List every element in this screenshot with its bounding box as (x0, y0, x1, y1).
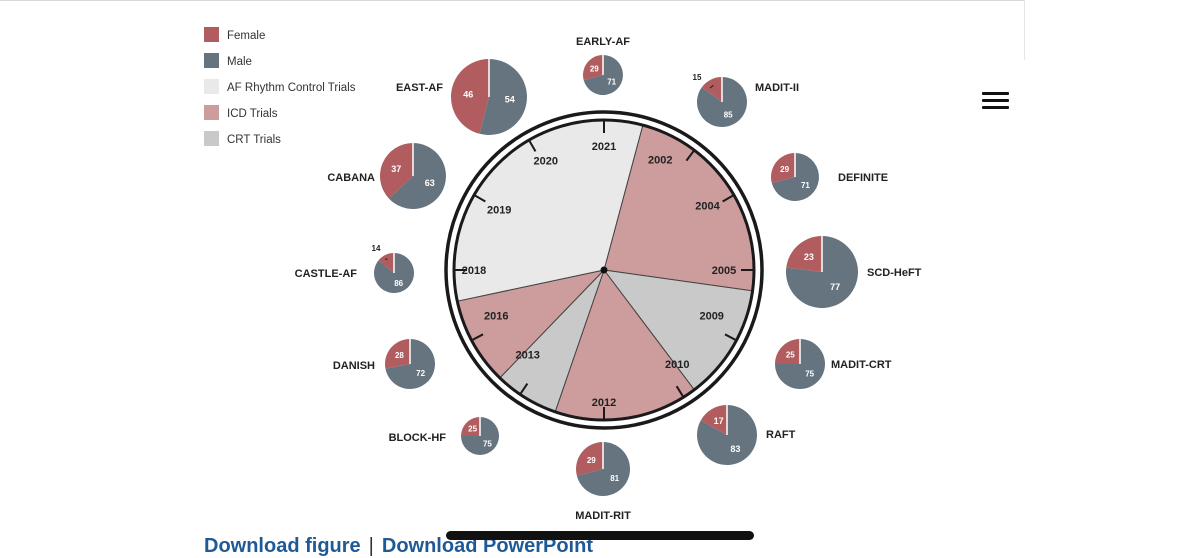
female-value-label: 29 (780, 165, 789, 174)
trial-pie: 85 15 MADIT-II (693, 73, 799, 127)
trial-pie: 81 29 MADIT-RIT (575, 442, 631, 522)
male-value-label: 75 (483, 439, 492, 448)
legend-label: Male (227, 56, 252, 68)
male-value-label: 71 (801, 181, 810, 190)
trial-pie: 71 29 EARLY-AF (576, 36, 630, 95)
trial-name-label: MADIT-II (755, 82, 799, 94)
trial-pie: 86 14 CASTLE-AF (295, 244, 414, 293)
year-label: 2012 (592, 397, 616, 409)
trial-pie: 63 37 CABANA (327, 143, 446, 209)
trial-name-label: MADIT-RIT (575, 510, 631, 522)
female-value-label: 37 (391, 164, 401, 174)
trial-name-label: EAST-AF (396, 82, 443, 94)
female-value-label: 29 (590, 64, 599, 73)
trial-name-label: BLOCK-HF (389, 432, 447, 444)
female-value-label: 25 (786, 350, 795, 359)
legend-swatch (204, 53, 219, 68)
male-value-label: 83 (730, 444, 740, 454)
male-value-label: 54 (505, 95, 515, 105)
male-value-label: 77 (830, 282, 840, 292)
male-value-label: 72 (416, 369, 425, 378)
trial-name-label: SCD-HeFT (867, 267, 922, 279)
female-value-label: 46 (463, 89, 473, 99)
male-value-label: 71 (607, 78, 616, 87)
trial-name-label: RAFT (766, 429, 796, 441)
male-value-label: 85 (724, 110, 733, 119)
legend-swatch (204, 131, 219, 146)
trial-name-label: CASTLE-AF (295, 268, 358, 280)
trial-pie: 77 23 SCD-HeFT (786, 236, 922, 308)
year-label: 2005 (712, 265, 736, 277)
year-label: 2018 (462, 265, 486, 277)
female-value-label: 29 (587, 456, 596, 465)
female-value-label: 25 (468, 425, 477, 434)
year-label: 2004 (695, 200, 720, 212)
trial-pie: 54 46 EAST-AF (396, 59, 527, 135)
female-value-label: 14 (372, 244, 381, 253)
year-label: 2013 (515, 350, 539, 362)
central-timeline: 2002 2004 2005 2009 2010 2012 2013 2016 2018 2019… (446, 112, 762, 428)
trial-name-label: DANISH (333, 360, 375, 372)
male-value-label: 86 (394, 279, 403, 288)
hamburger-menu-icon[interactable] (982, 90, 1010, 112)
legend-label: CRT Trials (227, 134, 281, 146)
trial-name-label: MADIT-CRT (831, 359, 892, 371)
trial-name-label: DEFINITE (838, 172, 888, 184)
legend: Female Male AF Rhythm Control Trials ICD Tr… (204, 27, 356, 146)
legend-swatch (204, 27, 219, 42)
trial-pie: 72 28 DANISH (333, 339, 435, 389)
legend-swatch (204, 79, 219, 94)
female-value-label: 28 (395, 351, 404, 360)
trial-name-label: EARLY-AF (576, 36, 630, 48)
trial-pie: 75 25 BLOCK-HF (389, 417, 499, 455)
year-label: 2010 (665, 359, 689, 371)
year-label: 2016 (484, 311, 508, 323)
legend-swatch (204, 105, 219, 120)
male-value-label: 75 (805, 370, 814, 379)
male-value-label: 81 (610, 474, 619, 483)
female-value-label: 15 (693, 73, 702, 82)
clock-center-dot (601, 267, 608, 274)
female-value-label: 17 (714, 416, 724, 426)
trial-pie: 71 29 DEFINITE (771, 153, 888, 201)
legend-label: AF Rhythm Control Trials (227, 82, 356, 94)
year-label: 2019 (487, 205, 511, 217)
legend-label: ICD Trials (227, 108, 278, 120)
home-indicator (446, 531, 754, 540)
male-value-label: 63 (425, 178, 435, 188)
trial-name-label: CABANA (327, 172, 375, 184)
trial-pie: 75 25 MADIT-CRT (775, 339, 892, 389)
female-value-label: 23 (804, 252, 814, 262)
legend-label: Female (227, 30, 265, 42)
year-label: 2021 (592, 141, 616, 153)
trial-pie: 83 17 RAFT (697, 405, 796, 465)
year-label: 2002 (648, 155, 672, 167)
year-label: 2020 (534, 156, 558, 168)
year-label: 2009 (699, 311, 723, 323)
